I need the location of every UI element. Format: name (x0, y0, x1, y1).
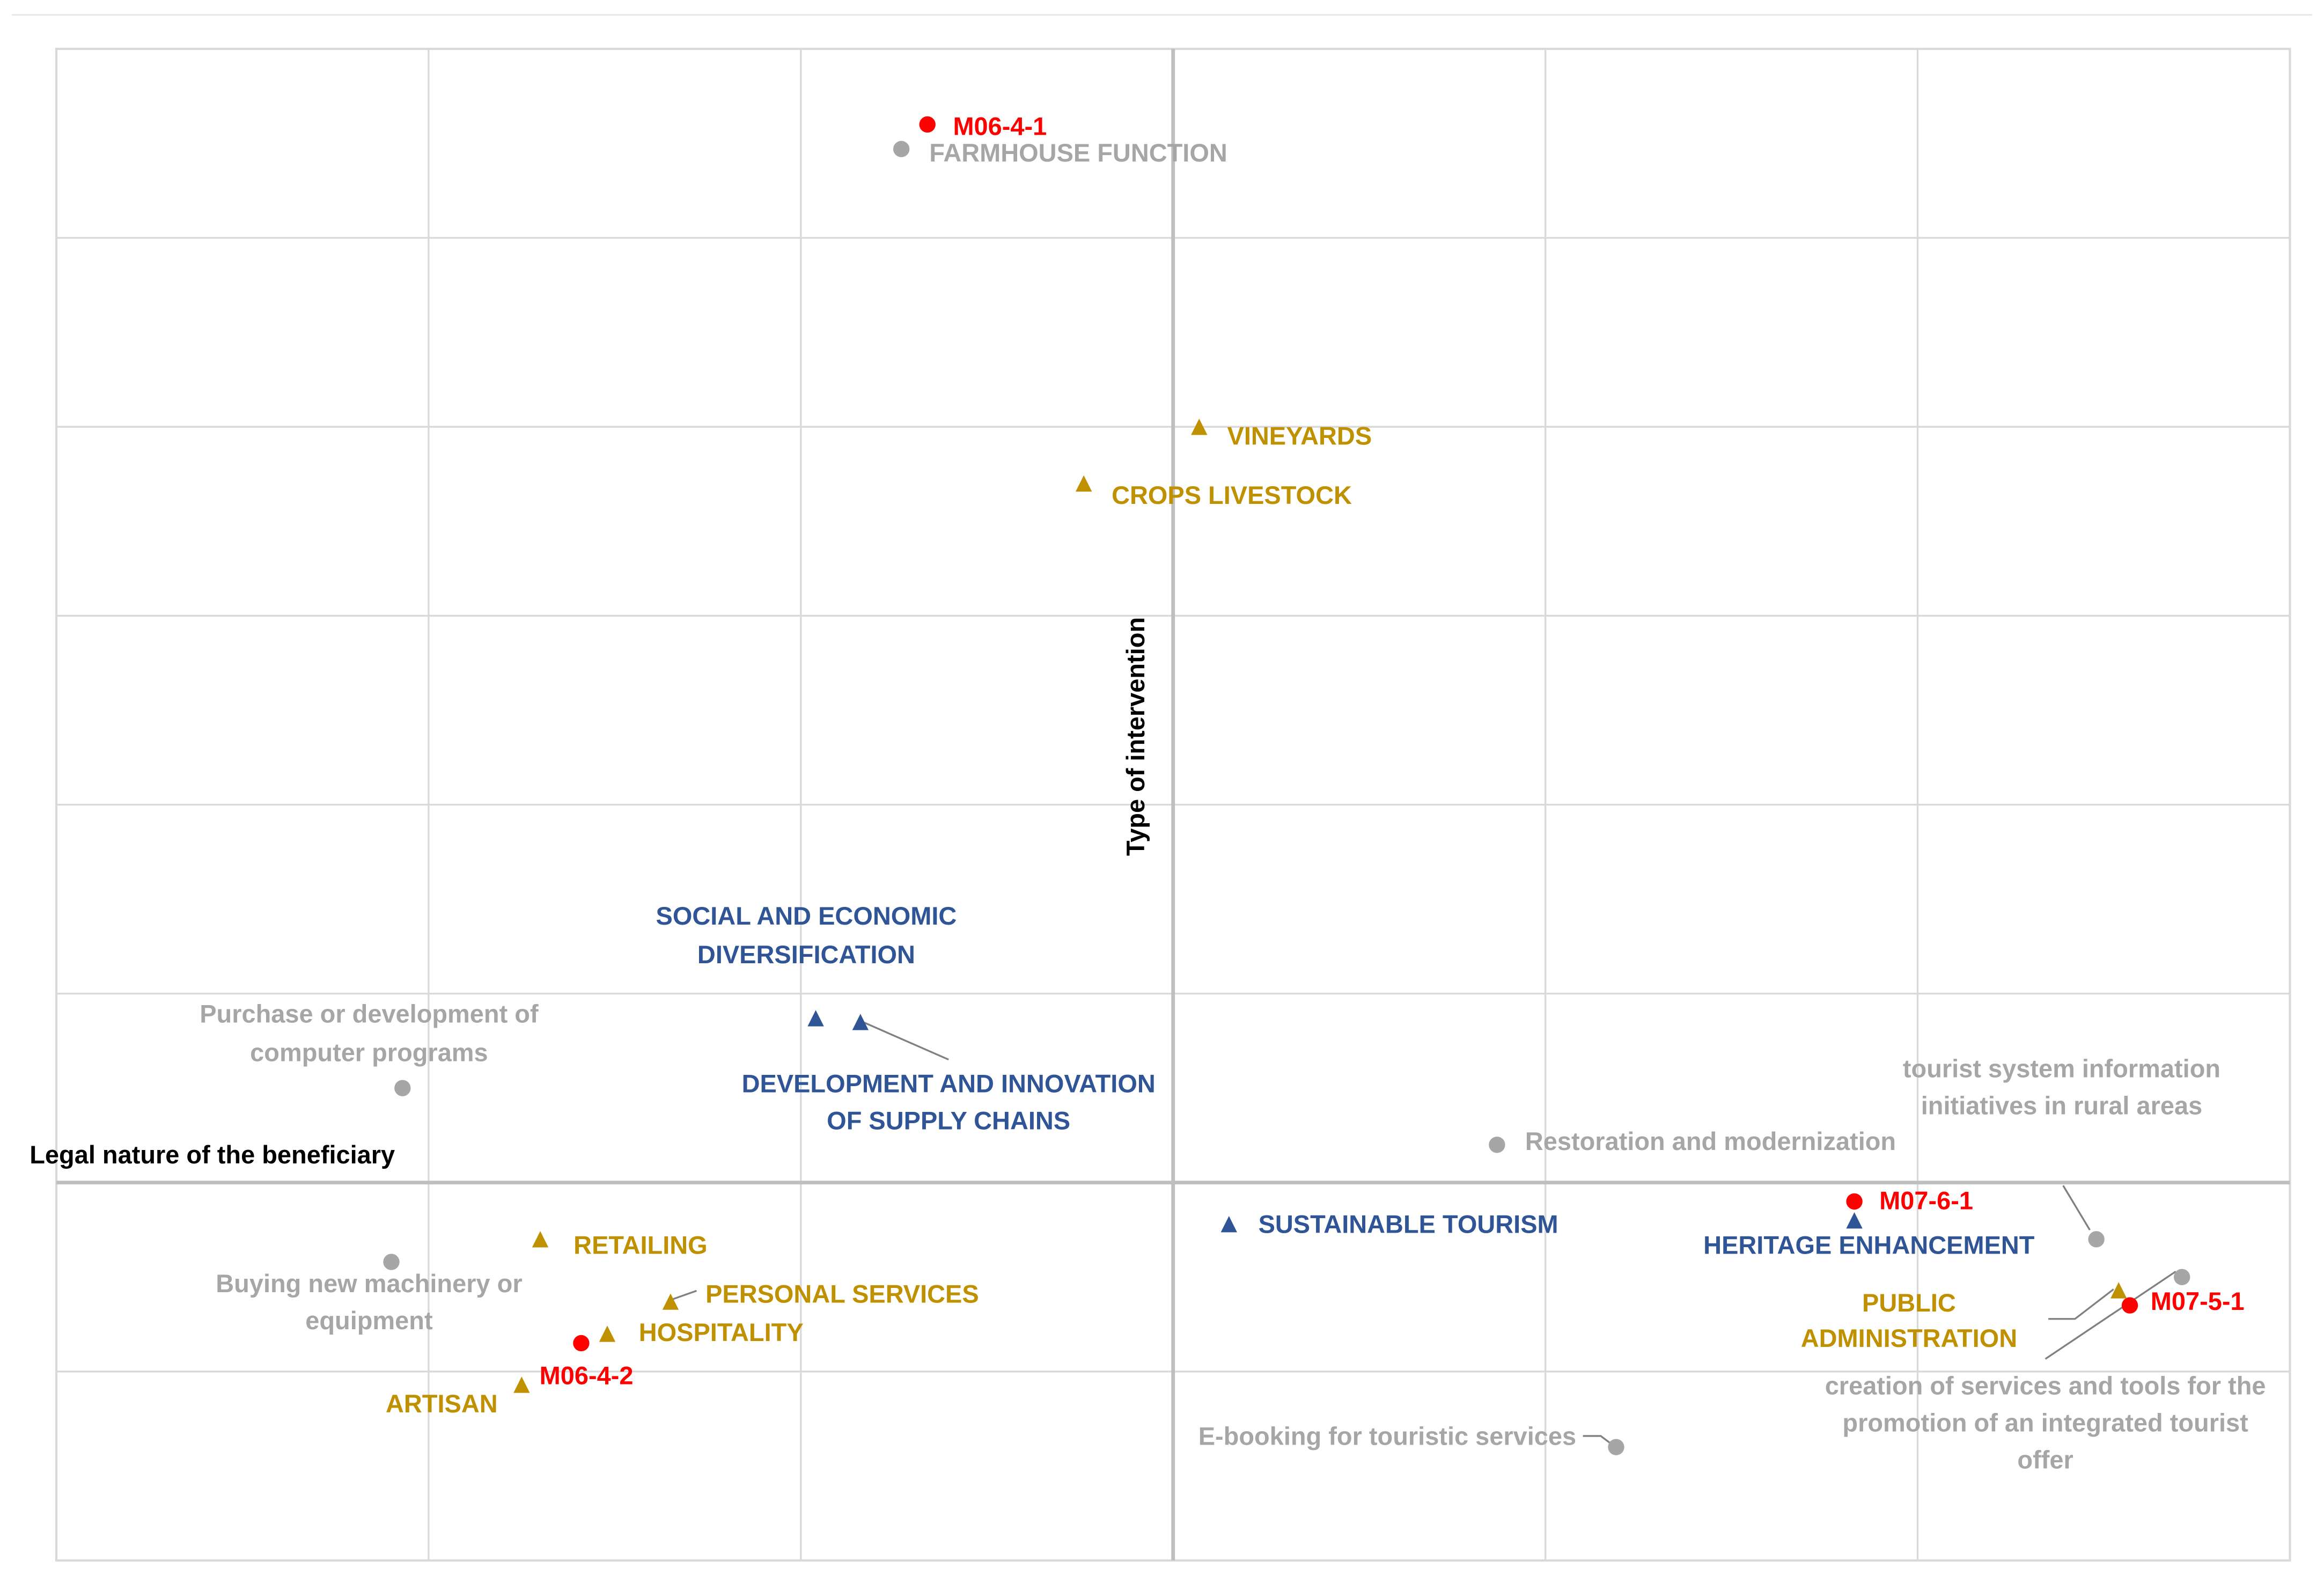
label-social-and-economic-diversification-line-2: DIVERSIFICATION (697, 940, 915, 969)
point-crops-livestock (1075, 475, 1092, 492)
label-heritage-enhancement: HERITAGE ENHANCEMENT (1703, 1230, 2035, 1259)
point-m07-5-1 (2121, 1297, 2138, 1314)
point-buying-new-machinery-or-equipment (383, 1254, 400, 1270)
label-buying-new-machinery-or-equipment-line-2: equipment (305, 1306, 433, 1335)
point-retailing (532, 1231, 549, 1248)
point-public-administration (2110, 1282, 2127, 1299)
point-sustainable-tourism (1220, 1215, 1238, 1233)
label-personal-services: PERSONAL SERVICES (705, 1279, 979, 1308)
leader-lines (671, 1021, 2176, 1446)
label-tourist-system-information-initiatives-i-line-1: tourist system information (1903, 1054, 2220, 1083)
point-e-booking-for-touristic-services (1608, 1439, 1624, 1455)
point-artisan (513, 1376, 530, 1393)
label-retailing: RETAILING (573, 1230, 708, 1259)
label-tourist-system-information-initiatives-i-line-2: initiatives in rural areas (1921, 1091, 2203, 1120)
label-hospitality: HOSPITALITY (639, 1318, 804, 1346)
label-development-and-innovation-of-supply-cha-line-1: DEVELOPMENT AND INNOVATION (742, 1069, 1156, 1097)
point-development-and-innovation-of-supply-cha (852, 1014, 869, 1030)
point-tourist-system-information-initiatives-i (2088, 1231, 2105, 1248)
leader-tourist-system-information-initiatives-i (2062, 1185, 2091, 1230)
label-m07-6-1: M07-6-1 (1879, 1186, 1973, 1214)
point-heritage-enhancement (1846, 1212, 1863, 1229)
label-artisan: ARTISAN (386, 1389, 498, 1418)
label-vineyards: VINEYARDS (1227, 421, 1372, 450)
axes (56, 49, 2290, 1561)
point-vineyards (1191, 419, 1208, 435)
label-farmhouse-function: FARMHOUSE FUNCTION (929, 138, 1227, 167)
point-personal-services (662, 1293, 679, 1310)
label-creation-of-services-and-tools-for-the-p-line-1: creation of services and tools for the (1825, 1372, 2266, 1400)
point-farmhouse-function (893, 141, 910, 157)
data-labels: M06-4-1 M06-4-2 M07-6-1 M07-5-1 FARMHOUSE FU… (200, 112, 2266, 1474)
label-public-administration-line-1: PUBLIC (1862, 1288, 1956, 1317)
point-hospitality (599, 1325, 616, 1342)
point-social-and-economic-diversification (807, 1010, 824, 1027)
point-restoration-and-modernization (1489, 1137, 1505, 1153)
label-e-booking-for-touristic-services: E-booking for touristic services (1198, 1422, 1576, 1451)
label-restoration-and-modernization: Restoration and modernization (1525, 1127, 1896, 1155)
point-m06-4-1 (919, 116, 936, 133)
x-axis-title: Legal nature of the beneficiary (30, 1140, 395, 1169)
label-crops-livestock: CROPS LIVESTOCK (1112, 481, 1352, 509)
label-creation-of-services-and-tools-for-the-p-line-3: offer (2017, 1446, 2073, 1474)
label-purchase-or-development-of-computer-prog-line-1: Purchase or development of (200, 999, 539, 1028)
point-m06-4-2 (573, 1335, 590, 1352)
label-m06-4-2: M06-4-2 (540, 1361, 634, 1389)
label-social-and-economic-diversification-line-1: SOCIAL AND ECONOMIC (656, 902, 957, 930)
label-purchase-or-development-of-computer-prog-line-2: computer programs (250, 1038, 488, 1066)
leader-development-and-innovation-of-supply-cha (864, 1021, 949, 1061)
label-public-administration-line-2: ADMINISTRATION (1801, 1324, 2017, 1352)
leader-personal-services (671, 1290, 697, 1301)
y-axis-title: Type of intervention (1121, 617, 1150, 856)
leader-e-booking-for-touristic-services (1583, 1435, 1613, 1446)
label-buying-new-machinery-or-equipment-line-1: Buying new machinery or (216, 1269, 522, 1298)
label-development-and-innovation-of-supply-cha-line-2: OF SUPPLY CHAINS (827, 1106, 1070, 1134)
label-m06-4-1: M06-4-1 (953, 112, 1047, 140)
label-sustainable-tourism: SUSTAINABLE TOURISM (1259, 1210, 1558, 1239)
data-markers (383, 116, 2190, 1455)
point-m07-6-1 (1846, 1193, 1863, 1210)
point-creation-of-services-and-tools-for-the-p (2174, 1269, 2190, 1285)
leader-public-administration (2048, 1288, 2114, 1320)
point-purchase-or-development-of-computer-prog (394, 1080, 411, 1096)
label-m07-5-1: M07-5-1 (2151, 1287, 2245, 1315)
label-creation-of-services-and-tools-for-the-p-line-2: promotion of an integrated tourist (1842, 1409, 2248, 1437)
leader-creation-of-services-and-tools-for-the-p (2044, 1271, 2176, 1360)
